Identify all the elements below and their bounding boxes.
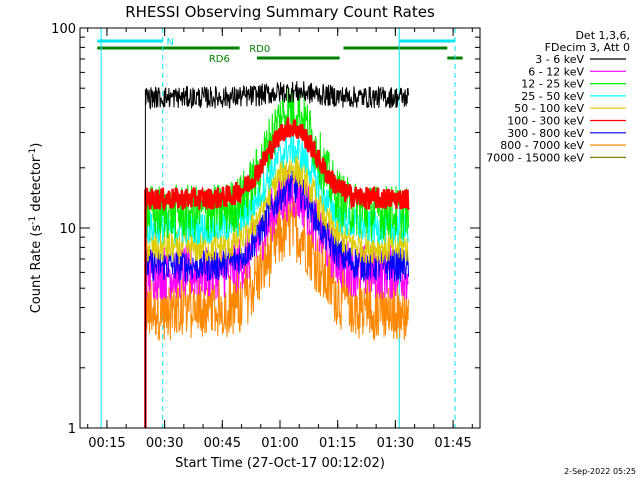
series-line-2 [144,82,409,428]
x-tick-label-6: 01:45 [434,436,471,451]
y-axis-label-part1: Count Rate (s [29,225,44,314]
y-axis-label-sup1: -1 [28,216,38,225]
legend-header-2: FDecim 3, Att 0 [545,41,630,54]
legend-label-7: 800 - 7000 keV [500,139,584,152]
legend-label-8: 7000 - 15000 keV [486,151,584,164]
y-axis: 1 10 100 [51,22,480,437]
y-axis-label-part2: detector [29,156,44,216]
series-line-7 [144,196,409,428]
y-tick-label-0: 1 [68,422,76,437]
x-axis-label: Start Time (27-Oct-17 00:12:02) [175,456,385,471]
y-axis-label: Count Rate (s-1 detector-1) [28,143,44,314]
series-line-5 [144,117,410,428]
series-layer [144,81,410,428]
legend-label-0: 3 - 6 keV [535,53,584,66]
rd0-flag-label: RD0 [249,44,270,55]
chart-title: RHESSI Observing Summary Count Rates [125,3,435,21]
x-tick-label-5: 01:30 [377,436,414,451]
legend-label-2: 12 - 25 keV [521,78,584,91]
x-tick-label-0: 00:15 [88,436,125,451]
n-flag-label: N [167,37,174,48]
rd6-flag-label: RD6 [209,54,230,65]
footer-date: 2-Sep-2022 05:25 [564,467,636,476]
observing-flags: N RD0 RD6 [97,37,463,65]
y-tick-label-1: 10 [59,222,76,237]
x-tick-label-1: 00:30 [146,436,183,451]
legend-label-1: 6 - 12 keV [528,65,584,78]
legend-label-6: 300 - 800 keV [507,127,584,140]
legend-header-1: Det 1,3,6, [575,29,630,42]
series-line-3 [144,132,409,428]
x-axis: 00:15 00:30 00:45 01:00 01:15 01:30 01:45 [87,28,473,451]
x-tick-label-2: 00:45 [204,436,241,451]
legend-label-3: 25 - 50 keV [521,90,584,103]
x-tick-label-4: 01:15 [319,436,356,451]
y-tick-label-2: 100 [51,22,76,37]
legend-label-4: 50 - 100 keV [514,102,584,115]
y-axis-label-part3: ) [29,143,44,148]
series-line-0 [144,81,409,428]
x-tick-label-3: 01:00 [261,436,298,451]
legend-label-5: 100 - 300 keV [507,115,584,128]
y-axis-label-sup2: -1 [28,148,38,157]
